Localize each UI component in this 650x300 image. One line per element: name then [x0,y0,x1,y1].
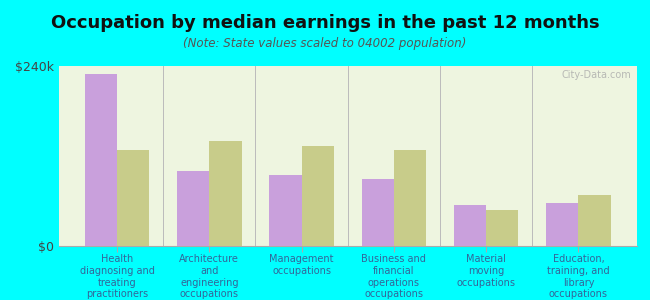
Text: Occupation by median earnings in the past 12 months: Occupation by median earnings in the pas… [51,14,599,32]
Bar [454,205,486,246]
Bar [84,74,117,246]
Bar [177,171,209,246]
Bar [394,150,426,246]
Text: City-Data.com: City-Data.com [562,70,631,80]
Bar [486,210,519,246]
Bar [269,175,302,246]
Bar [209,141,242,246]
Bar [578,195,611,246]
Bar [361,178,394,246]
Bar [117,150,150,246]
Bar [546,202,578,246]
Text: (Note: State values scaled to 04002 population): (Note: State values scaled to 04002 popu… [183,38,467,50]
Bar [302,146,334,246]
